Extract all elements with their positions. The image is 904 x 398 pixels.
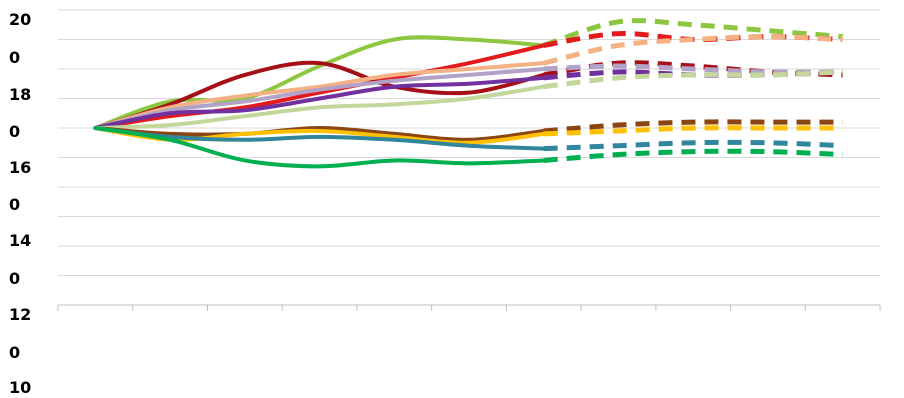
y-tick-label: 14 <box>9 231 32 250</box>
series-line-actual-1 <box>93 43 546 130</box>
y-tick-label: 0 <box>9 343 21 362</box>
y-tick-label: 0 <box>9 122 21 141</box>
series-line-actual-0 <box>93 35 546 130</box>
series-line-actual-6 <box>93 84 546 130</box>
series-line-forecast-4 <box>543 63 843 75</box>
series-line-actual-2 <box>93 60 546 130</box>
chart-series <box>93 18 843 169</box>
y-tick-label: 18 <box>9 85 32 104</box>
series-line-actual-7 <box>93 125 546 142</box>
y-tick-label: 16 <box>9 158 32 177</box>
series-line-forecast-0 <box>542 18 843 48</box>
chart-gridlines <box>58 9 880 306</box>
x-axis <box>57 304 881 311</box>
series-line-forecast-10 <box>543 148 843 163</box>
series-line-actual-9 <box>93 126 546 151</box>
series-line-forecast-9 <box>543 139 843 152</box>
series-line-actual-4 <box>93 67 546 130</box>
series-line-actual-3 <box>93 61 546 130</box>
y-tick-label: 0 <box>9 48 21 67</box>
series-line-forecast-8 <box>543 125 843 137</box>
series-line-forecast-7 <box>543 119 843 134</box>
y-tick-label: 12 <box>9 305 32 324</box>
series-line-forecast-3 <box>543 34 843 66</box>
y-tick-label: 0 <box>9 269 21 288</box>
y-tick-label: 0 <box>9 195 21 214</box>
y-tick-label: 20 <box>9 10 32 29</box>
series-line-actual-10 <box>93 126 546 169</box>
y-tick-label: 10 <box>9 378 32 397</box>
series-line-actual-5 <box>93 75 546 130</box>
series-line-forecast-6 <box>543 69 843 90</box>
